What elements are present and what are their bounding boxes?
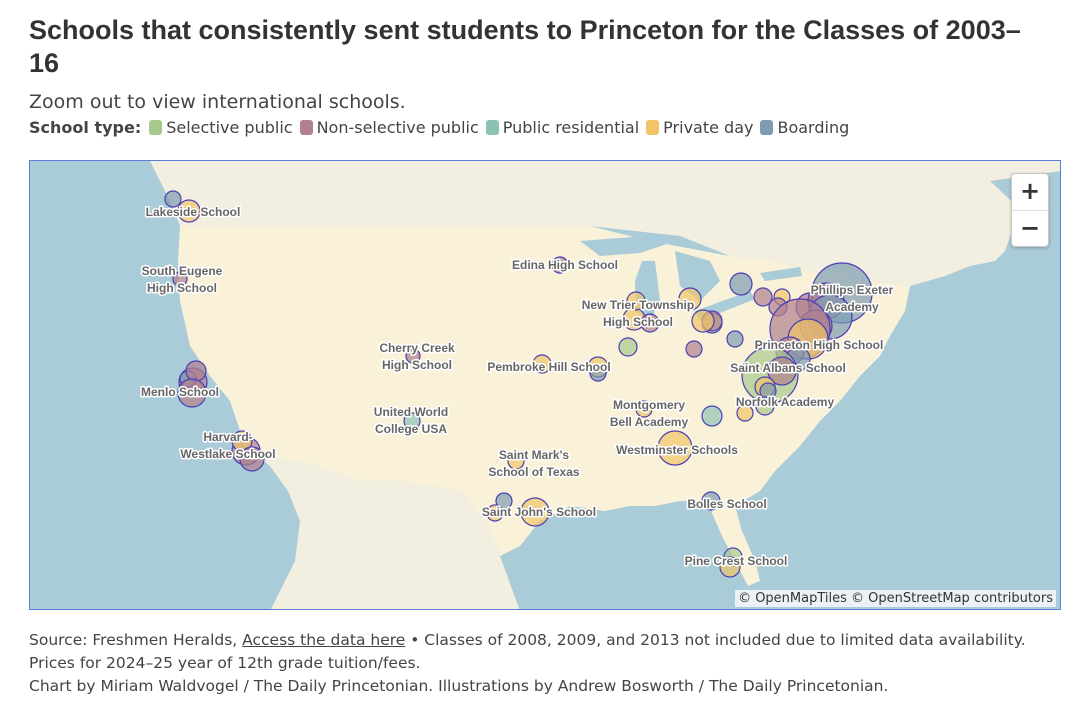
school-marker[interactable]: [635, 400, 653, 418]
label-pine-crest: Pine Crest School: [685, 554, 788, 568]
label-norfolk: Norfolk Academy: [736, 395, 835, 409]
school-marker[interactable]: [691, 309, 715, 333]
school-marker[interactable]: [618, 337, 638, 357]
school-marker[interactable]: [719, 556, 741, 578]
school-marker[interactable]: [589, 364, 607, 382]
source-text: Source: Freshmen Heralds,: [29, 631, 243, 649]
school-marker[interactable]: [403, 412, 421, 430]
school-marker[interactable]: [532, 354, 552, 374]
legend: School type: Selective public Non-select…: [29, 118, 856, 137]
legend-item-label: Selective public: [166, 118, 293, 137]
legend-item-selective-public: Selective public: [149, 118, 293, 137]
legend-swatch: [299, 120, 313, 135]
legend-swatch: [485, 120, 499, 135]
legend-item-label: Boarding: [777, 118, 850, 137]
school-marker[interactable]: [767, 356, 797, 386]
zoom-out-button[interactable]: −: [1019, 214, 1041, 242]
map-canvas[interactable]: Lakeside School South Eugene High School Ed…: [30, 161, 1061, 610]
lake-superior: [580, 236, 670, 256]
legend-item-boarding: Boarding: [760, 118, 849, 137]
school-marker[interactable]: [657, 430, 693, 466]
label-south-eugene: South Eugene High School: [142, 264, 223, 295]
land-canada: [150, 161, 1060, 286]
school-marker[interactable]: [164, 190, 182, 208]
school-marker[interactable]: [701, 405, 723, 427]
map-labels: Lakeside School South Eugene High School Ed…: [140, 204, 896, 570]
school-marker[interactable]: [701, 491, 721, 511]
school-marker[interactable]: [726, 330, 744, 348]
school-marker[interactable]: [729, 272, 753, 296]
map[interactable]: Lakeside School South Eugene High School Ed…: [29, 160, 1061, 610]
school-marker[interactable]: [736, 404, 754, 422]
school-marker[interactable]: [685, 340, 703, 358]
legend-item-label: Private day: [663, 118, 754, 137]
school-marker[interactable]: [177, 199, 201, 223]
label-cherry-creek: Cherry Creek High School: [379, 341, 455, 372]
legend-swatch: [646, 120, 660, 135]
school-marker[interactable]: [486, 504, 504, 522]
legend-label: School type:: [29, 118, 142, 137]
label-saint-albans: Saint Albans School: [730, 361, 846, 375]
credits: Chart by Miriam Waldvogel / The Daily Pr…: [29, 677, 889, 695]
chart-subtitle: Zoom out to view international schools.: [29, 91, 406, 113]
label-harvard-westlake: Harvard-Westlake School: [180, 430, 275, 461]
school-marker[interactable]: [507, 452, 525, 470]
legend-swatch: [760, 120, 774, 135]
school-marker[interactable]: [640, 313, 660, 333]
school-markers: [164, 190, 873, 578]
zoom-control: + −: [1011, 173, 1049, 247]
zoom-in-button[interactable]: +: [1012, 174, 1048, 211]
school-marker[interactable]: [520, 497, 550, 527]
school-marker[interactable]: [405, 348, 421, 364]
label-new-trier: New Trier Township High School: [582, 298, 694, 329]
school-marker[interactable]: [551, 256, 569, 274]
school-marker[interactable]: [753, 287, 773, 307]
label-montgomery-bell: Montgomery Bell Academy: [610, 398, 689, 429]
land-florida: [710, 501, 760, 586]
school-marker[interactable]: [495, 492, 513, 510]
legend-item-label: Public residential: [502, 118, 640, 137]
legend-item-private-day: Private day: [646, 118, 753, 137]
footer: Source: Freshmen Heralds, Access the dat…: [29, 629, 1029, 698]
school-marker[interactable]: [177, 378, 207, 408]
school-marker[interactable]: [185, 360, 207, 382]
label-uwc: United World College USA: [374, 405, 448, 436]
source-note: • Classes of 2008, 2009, and 2013 not in…: [29, 631, 1026, 672]
legend-item-public-residential: Public residential: [485, 118, 640, 137]
legend-item-non-selective-public: Non-selective public: [299, 118, 479, 137]
access-data-link[interactable]: Access the data here: [242, 631, 406, 649]
label-edina: Edina High School: [512, 258, 618, 272]
school-marker[interactable]: [172, 271, 188, 287]
label-menlo: Menlo School: [141, 385, 219, 399]
label-pembroke-hill: Pembroke Hill School: [487, 360, 610, 374]
school-marker[interactable]: [231, 430, 253, 452]
lake-ontario: [760, 267, 802, 281]
school-marker[interactable]: [755, 396, 775, 416]
map-attribution: © OpenMapTiles © OpenStreetMap contribut…: [735, 590, 1056, 607]
school-marker[interactable]: [626, 291, 646, 311]
legend-item-label: Non-selective public: [316, 118, 479, 137]
label-bolles: Bolles School: [687, 497, 766, 511]
school-marker[interactable]: [678, 287, 702, 311]
label-princeton-high: Princeton High School: [755, 338, 884, 352]
chart-title: Schools that consistently sent students …: [29, 15, 1021, 78]
label-phillips-exeter: Phillips Exeter Academy: [811, 283, 894, 314]
school-marker[interactable]: [239, 446, 265, 472]
land-mexico: [245, 446, 520, 609]
label-lakeside: Lakeside School: [146, 205, 241, 219]
label-saint-marks: Saint Mark's School of Texas: [488, 448, 579, 479]
label-saint-johns: Saint John's School: [482, 505, 596, 519]
legend-swatch: [149, 120, 163, 135]
label-westminster: Westminster Schools: [616, 443, 738, 457]
